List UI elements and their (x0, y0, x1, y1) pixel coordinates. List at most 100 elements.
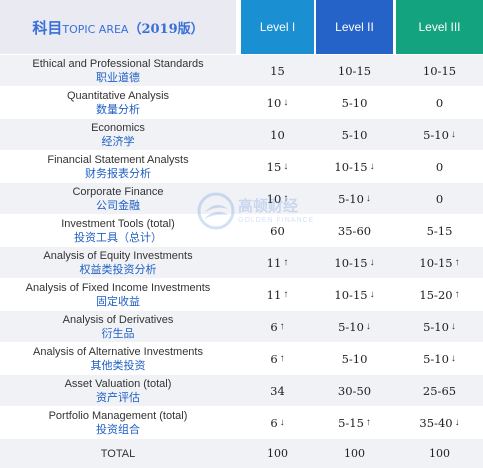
level3-weight-cell: 10-15 (396, 55, 483, 86)
level1-weight-cell: 15 ↓ (241, 151, 314, 182)
topic-name-en: Corporate Finance (72, 185, 164, 198)
level2-weight-cell: 5-10 (316, 343, 393, 374)
weight-value: 0 (435, 191, 444, 206)
weight-value: 5-10 (341, 95, 368, 110)
arrow-down-icon: ↓ (365, 321, 371, 332)
level1-header: Level I (241, 0, 314, 54)
level3-weight-cell: 10-15 ↑ (396, 247, 483, 278)
table-row: Asset Valuation (total) 资产评估 34 30-50 25-65 (0, 375, 483, 406)
topic-cell: Analysis of Alternative Investments 其他类投资 (0, 343, 236, 374)
total-value: 100 (267, 447, 288, 460)
level1-weight-cell: 6 ↑ (241, 343, 314, 374)
topic-cell: Investment Tools (total) 投资工具（总计） (0, 215, 236, 246)
level3-weight-cell: 35-40 ↓ (396, 407, 483, 438)
topic-name-zh: 投资工具（总计） (74, 230, 162, 244)
header-title-year: （2019版） (128, 21, 204, 37)
header-title-en: TOPIC AREA (62, 22, 129, 36)
weight-value: 11 (266, 287, 282, 302)
total-label: TOTAL (100, 447, 136, 460)
weight-value: 25-65 (422, 383, 457, 398)
topic-cell: Corporate Finance 公司金融 (0, 183, 236, 214)
weight-value: 10-15 (334, 287, 368, 302)
level3-weight-cell: 5-15 (396, 215, 483, 246)
arrow-down-icon: ↓ (283, 161, 289, 172)
weight-value: 35-60 (337, 223, 372, 238)
level1-weight-cell: 10 ↑ (241, 183, 314, 214)
topic-name-en: Asset Valuation (total) (64, 377, 172, 390)
level3-weight-cell: 25-65 (396, 375, 483, 406)
arrow-up-icon: ↑ (454, 257, 460, 268)
weight-value: 15-20 (419, 287, 453, 302)
topic-name-en: Analysis of Equity Investments (43, 249, 193, 262)
weight-value: 10-15 (419, 255, 453, 270)
arrow-down-icon: ↓ (450, 353, 456, 364)
topic-name-en: Analysis of Derivatives (62, 313, 174, 326)
weight-value: 6 (270, 415, 278, 430)
level1-weight-cell: 6 ↓ (241, 407, 314, 438)
arrow-down-icon: ↓ (450, 129, 456, 140)
weight-value: 10-15 (422, 63, 457, 78)
weight-value: 0 (435, 159, 444, 174)
arrow-down-icon: ↓ (450, 321, 456, 332)
weight-value: 60 (270, 223, 285, 238)
table-row: Portfolio Management (total) 投资组合 6 ↓ 5-15 ↑ 3… (0, 407, 483, 438)
topic-name-en: Quantitative Analysis (66, 89, 170, 102)
topic-name-en: Economics (91, 121, 145, 134)
level3-weight-cell: 0 (396, 87, 483, 118)
table-row: Analysis of Alternative Investments 其他类投资… (0, 343, 483, 374)
topic-name-zh: 权益类投资分析 (79, 262, 157, 276)
topic-cell: Asset Valuation (total) 资产评估 (0, 375, 236, 406)
weight-value: 5-10 (423, 127, 449, 142)
weight-value: 6 (270, 319, 278, 334)
level3-weight-cell: 5-10 ↓ (396, 343, 483, 374)
weight-value: 30-50 (337, 383, 372, 398)
arrow-up-icon: ↑ (283, 289, 289, 300)
level2-weight-cell: 5-15 ↑ (316, 407, 393, 438)
topic-cell: Ethical and Professional Standards 职业道德 (0, 55, 236, 86)
total-label-cell: TOTAL (0, 439, 236, 468)
topic-cell: Financial Statement Analysts 财务报表分析 (0, 151, 236, 182)
topic-name-zh: 资产评估 (96, 390, 140, 404)
level3-header: Level III (396, 0, 483, 54)
weight-value: 10 (266, 95, 282, 110)
level2-weight-cell: 10-15 ↓ (316, 247, 393, 278)
level1-total-cell: 100 (241, 439, 314, 468)
weight-value: 6 (270, 351, 278, 366)
weight-value: 11 (266, 255, 282, 270)
weight-value: 5-10 (341, 351, 368, 366)
level2-weight-cell: 5-10 ↓ (316, 183, 393, 214)
topic-cell: Analysis of Equity Investments 权益类投资分析 (0, 247, 236, 278)
weight-value: 5-15 (338, 415, 364, 430)
topic-name-zh: 公司金融 (96, 198, 140, 212)
topic-cell: Portfolio Management (total) 投资组合 (0, 407, 236, 438)
topic-name-zh: 其他类投资 (90, 358, 146, 372)
arrow-down-icon: ↓ (283, 97, 289, 108)
level1-weight-cell: 10 (241, 119, 314, 150)
table-row: Corporate Finance 公司金融 10 ↑ 5-10 ↓ 0 (0, 183, 483, 214)
weight-value: 35-40 (419, 415, 453, 430)
level1-weight-cell: 34 (241, 375, 314, 406)
topic-cell: Quantitative Analysis 数量分析 (0, 87, 236, 118)
weight-value: 5-10 (423, 351, 449, 366)
weight-value: 10 (270, 127, 285, 142)
arrow-up-icon: ↑ (279, 353, 285, 364)
table-header: 科目TOPIC AREA（2019版） Level I Level II Lev… (0, 0, 483, 54)
arrow-down-icon: ↓ (454, 417, 460, 428)
topic-name-zh: 固定收益 (96, 294, 140, 308)
topic-name-en: Financial Statement Analysts (47, 153, 189, 166)
arrow-down-icon: ↓ (369, 161, 375, 172)
weight-value: 34 (270, 383, 285, 398)
table-row: Analysis of Fixed Income Investments 固定收益… (0, 279, 483, 310)
topic-name-en: Analysis of Alternative Investments (33, 345, 203, 358)
level2-weight-cell: 10-15 (316, 55, 393, 86)
level3-weight-cell: 5-10 ↓ (396, 311, 483, 342)
topic-name-zh: 衍生品 (101, 326, 135, 340)
topic-name-en: Ethical and Professional Standards (32, 57, 204, 70)
level2-weight-cell: 10-15 ↓ (316, 279, 393, 310)
weight-value: 15 (266, 159, 282, 174)
weight-value: 10 (266, 191, 282, 206)
topic-name-zh: 职业道德 (96, 70, 140, 84)
arrow-down-icon: ↓ (365, 193, 371, 204)
level1-weight-cell: 11 ↑ (241, 279, 314, 310)
level2-header: Level II (316, 0, 393, 54)
